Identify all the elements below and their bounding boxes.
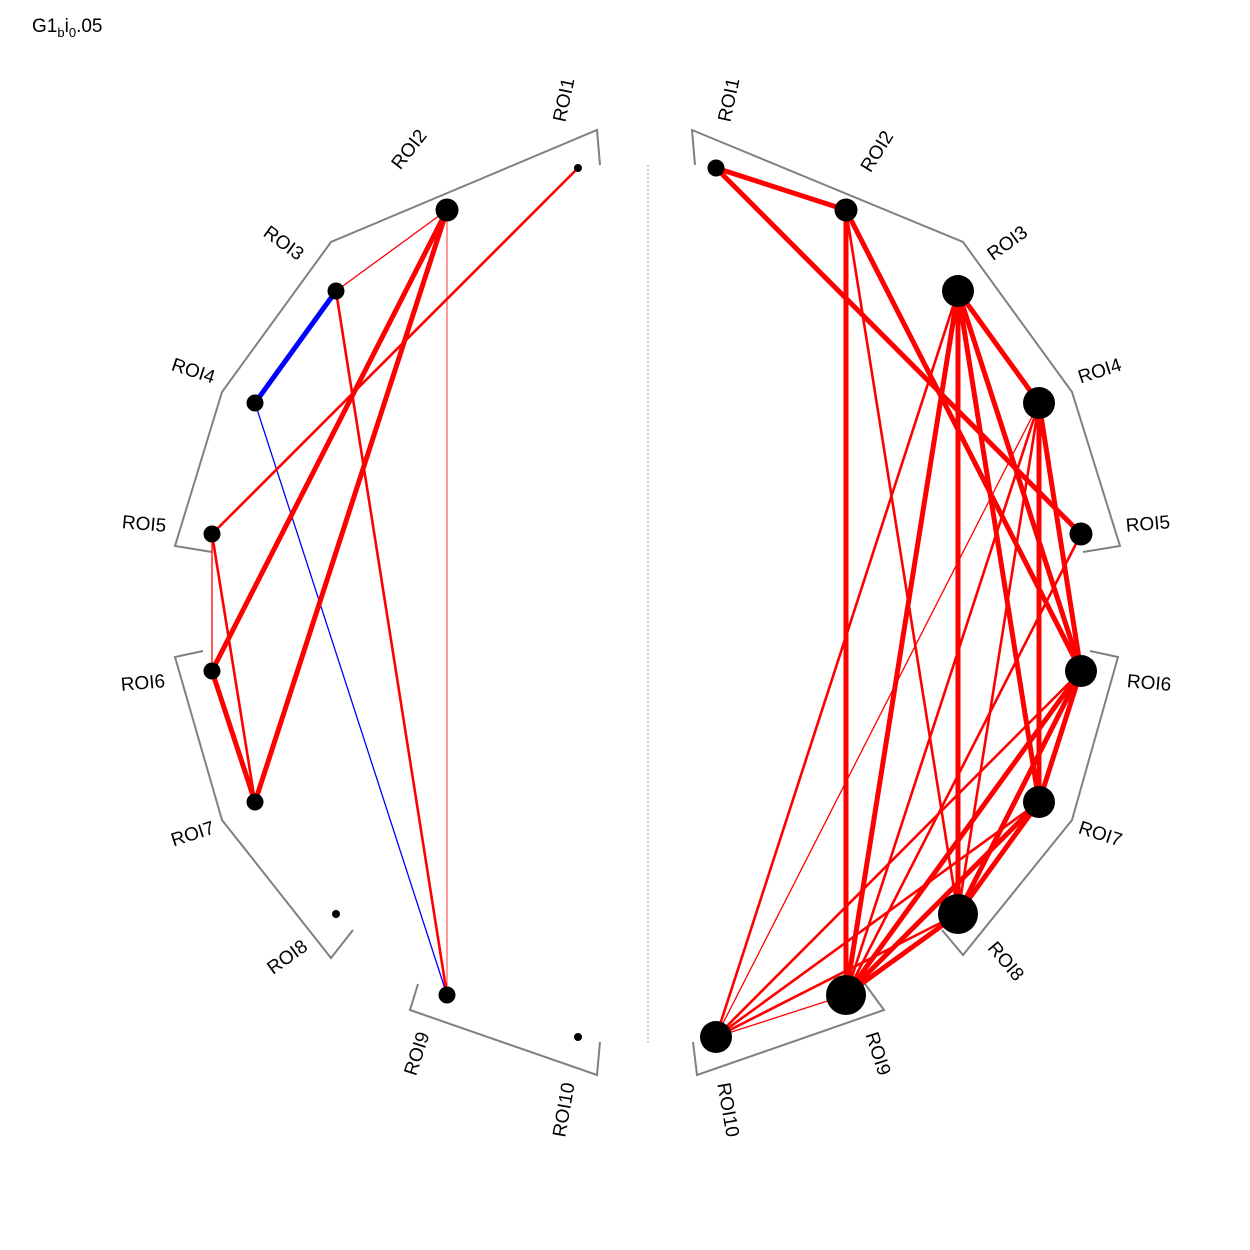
left-edge-roi3-roi4 <box>252 289 339 405</box>
left-node-roi6 <box>203 662 221 680</box>
right-edge-roi6-roi8 <box>955 669 1084 916</box>
left-label-roi9: ROI9 <box>401 1030 435 1079</box>
right-node-roi4 <box>1023 387 1055 419</box>
right-edge-roi4-roi9 <box>844 402 1041 996</box>
right-label-roi9: ROI9 <box>861 1030 895 1079</box>
left-edge-roi2-roi7 <box>252 209 450 803</box>
right-label-roi5: ROI5 <box>1125 512 1171 537</box>
roi-labels: ROI1 ROI2 ROI3 ROI4 ROI5 ROI6 ROI7 ROI8 ROI9 ROI1… <box>120 76 1172 1139</box>
right-edge-roi6-roi9 <box>843 669 1084 997</box>
left-edge-roi6-roi7 <box>209 670 258 803</box>
connections <box>209 165 1084 1039</box>
right-node-roi8 <box>938 894 978 934</box>
left-edge-roi2-roi3 <box>335 209 448 292</box>
left-label-roi7: ROI7 <box>169 818 218 852</box>
title-mid: i <box>64 16 69 37</box>
right-edge-roi4-roi8 <box>956 402 1041 915</box>
right-label-roi4: ROI4 <box>1076 355 1125 389</box>
right-edge-roi3-roi6 <box>955 290 1084 672</box>
left-label-roi8: ROI8 <box>264 936 312 979</box>
right-bracket <box>690 128 1122 1077</box>
left-label-roi2: ROI2 <box>388 126 432 174</box>
left-node-roi1 <box>574 164 582 172</box>
title-main: G1 <box>32 16 58 37</box>
right-edge-roi8-roi9 <box>844 911 960 998</box>
left-node-roi7 <box>246 793 264 811</box>
right-edge-roi5-roi9 <box>844 533 1083 996</box>
left-label-roi1: ROI1 <box>550 76 580 124</box>
right-edge-roi4-roi10 <box>715 402 1040 1038</box>
left-edge-roi3-roi9 <box>334 290 449 996</box>
right-node-roi6 <box>1065 655 1097 687</box>
left-label-roi4: ROI4 <box>169 355 218 389</box>
right-edge-roi8-roi10 <box>715 912 959 1039</box>
right-label-roi7: ROI7 <box>1076 818 1125 852</box>
right-edge-roi7-roi8 <box>955 800 1042 916</box>
right-node-roi7 <box>1023 786 1055 818</box>
right-node-roi2 <box>834 198 858 222</box>
right-edge-roi7-roi9 <box>844 800 1041 997</box>
right-label-roi1: ROI1 <box>715 76 745 124</box>
left-node-roi10 <box>574 1033 582 1041</box>
right-label-roi2: ROI2 <box>857 127 898 176</box>
right-edge-roi3-roi9 <box>843 290 961 996</box>
left-label-roi6: ROI6 <box>120 671 166 696</box>
right-edge-roi6-roi10 <box>715 670 1082 1038</box>
figure-title: G1bi0.05 <box>32 16 102 40</box>
right-edge-roi7-roi10 <box>715 800 1040 1039</box>
right-edge-roi4-roi6 <box>1036 402 1084 672</box>
right-edge-roi3-roi10 <box>714 290 960 1038</box>
right-edge-roi1-roi2 <box>715 165 847 213</box>
left-node-roi3 <box>327 282 345 300</box>
right-label-roi10: ROI10 <box>712 1081 742 1139</box>
right-edge-roi3-roi4 <box>955 289 1042 405</box>
left-edge-roi1-roi5 <box>211 167 579 535</box>
title-suffix: .05 <box>76 16 103 37</box>
right-edge-roi3-roi7 <box>955 290 1042 803</box>
right-node-roi3 <box>942 275 974 307</box>
right-node-roi9 <box>826 975 866 1015</box>
roi-nodes <box>203 159 1097 1053</box>
left-node-roi5 <box>203 525 221 543</box>
title-subscript-1: b <box>57 25 65 40</box>
left-label-roi3: ROI3 <box>259 222 307 265</box>
right-node-roi1 <box>707 159 725 177</box>
title-subscript-2: 0 <box>68 25 77 40</box>
right-label-roi8: ROI8 <box>983 938 1028 985</box>
right-node-roi10 <box>700 1021 732 1053</box>
left-label-roi5: ROI5 <box>121 512 167 537</box>
right-node-roi5 <box>1069 522 1093 546</box>
right-edge-roi2-roi6 <box>843 208 1084 673</box>
right-edge-roi9-roi10 <box>715 994 847 1038</box>
right-edge-roi2-roi8 <box>844 209 960 915</box>
left-edge-roi2-roi6 <box>209 208 450 673</box>
left-node-roi4 <box>246 394 264 412</box>
left-node-roi2 <box>435 198 459 222</box>
left-node-roi8 <box>332 910 340 918</box>
roi-brackets <box>173 128 1122 1077</box>
left-label-roi10: ROI10 <box>549 1081 579 1139</box>
right-label-roi3: ROI3 <box>984 222 1032 265</box>
right-edge-roi6-roi7 <box>1036 670 1084 803</box>
left-bracket <box>173 128 601 1077</box>
left-edge-roi4-roi9 <box>254 402 448 996</box>
right-edge-roi1-roi5 <box>714 166 1083 536</box>
right-label-roi6: ROI6 <box>1126 671 1172 696</box>
left-node-roi9 <box>438 986 456 1004</box>
left-edge-roi5-roi7 <box>210 533 257 803</box>
